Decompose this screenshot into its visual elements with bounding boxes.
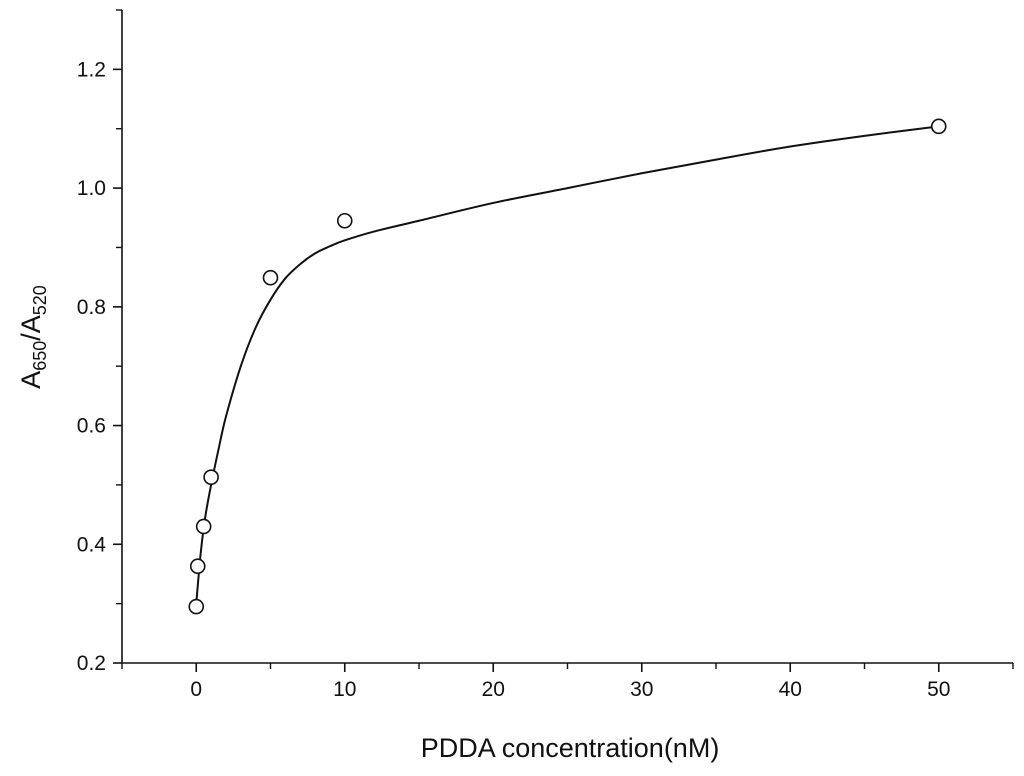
y-tick-label: 0.8 [77,296,106,319]
y-axis-title-part: /A [16,315,46,341]
x-tick-label: 50 [927,678,950,701]
y-axis-title-subscript: 520 [30,285,50,315]
y-tick-label: 0.6 [77,415,106,438]
data-point [188,598,205,615]
data-point [930,118,947,135]
data-point [262,269,279,286]
y-tick-label: 1.2 [77,58,106,81]
x-axis-title: PDDA concentration(nM) [421,733,720,763]
x-tick-label: 40 [779,678,802,701]
axes [121,10,1013,664]
data-points [188,118,947,615]
data-point [336,212,353,229]
x-tick-label: 10 [333,678,356,701]
fit-curve [195,125,939,604]
data-point [195,518,212,535]
x-tick-label: 30 [630,678,653,701]
y-tick-label: 0.4 [77,533,107,556]
y-tick-label: 1.0 [77,177,106,200]
x-tick-label: 0 [190,678,202,701]
y-axis-title-subscript: 650 [30,341,50,371]
y-tick-label: 0.2 [77,652,106,675]
y-axis-title: A650/A520 [16,285,50,389]
tick-labels: 0 10 20 30 40 50 0.2 0.4 0.6 0.8 1.0 1.2 [77,58,951,701]
x-tick-label: 20 [482,678,505,701]
data-point [189,558,206,575]
data-point [203,469,219,485]
ticks [113,9,1014,672]
y-axis-title-part: A [16,371,46,389]
